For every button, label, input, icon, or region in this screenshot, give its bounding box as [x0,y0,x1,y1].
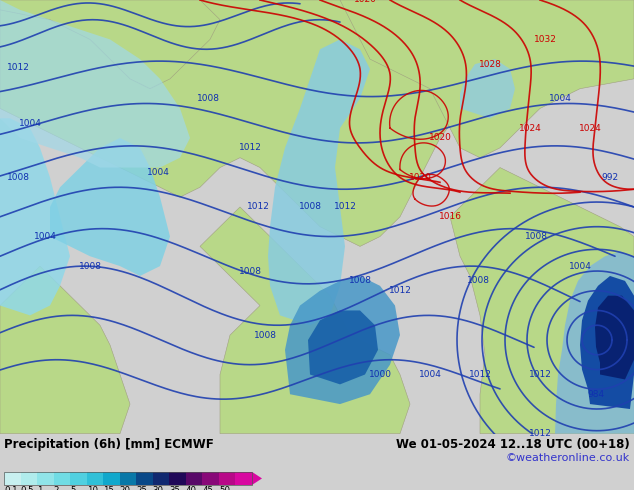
Text: 1012: 1012 [247,202,269,212]
Text: 1008: 1008 [299,202,321,212]
Polygon shape [50,138,170,276]
Text: 1012: 1012 [389,286,411,295]
Text: 0.5: 0.5 [20,486,34,490]
Text: 20: 20 [120,486,131,490]
Text: 50: 50 [219,486,230,490]
Polygon shape [200,207,410,434]
Text: 1008: 1008 [238,267,261,275]
Text: 1008: 1008 [6,173,30,182]
Text: 40: 40 [186,486,197,490]
Polygon shape [595,295,634,379]
Text: 1012: 1012 [529,370,552,379]
Text: 35: 35 [169,486,180,490]
Text: 1008: 1008 [524,232,548,241]
Bar [235,472,252,485]
Text: 10: 10 [87,486,98,490]
Polygon shape [308,311,378,384]
Text: 1008: 1008 [79,262,101,270]
Text: 1012: 1012 [238,144,261,152]
Polygon shape [580,276,634,409]
Text: 1020: 1020 [408,173,432,182]
Text: 1008: 1008 [197,94,219,103]
Text: 25: 25 [136,486,147,490]
Text: 1004: 1004 [548,94,571,103]
Polygon shape [340,0,634,158]
Text: 992: 992 [602,173,619,182]
Text: 1004: 1004 [569,262,592,270]
Polygon shape [0,118,70,316]
Bar [4,472,252,485]
Text: 15: 15 [103,486,114,490]
Bar [103,472,120,485]
Text: ©weatheronline.co.uk: ©weatheronline.co.uk [506,453,630,463]
Text: 984: 984 [588,390,605,399]
Text: 5: 5 [70,486,75,490]
Text: 1012: 1012 [6,63,29,72]
Text: 1004: 1004 [418,370,441,379]
Polygon shape [450,168,634,434]
Text: 1008: 1008 [467,276,489,285]
Text: 2: 2 [54,486,59,490]
Text: 1012: 1012 [333,202,356,212]
Text: 0.1: 0.1 [4,486,18,490]
Text: 45: 45 [202,486,214,490]
Bar [37,472,54,485]
Bar [169,472,186,485]
Bar [87,472,103,485]
Polygon shape [252,472,262,485]
Text: 30: 30 [153,486,164,490]
Text: 1008: 1008 [254,331,276,340]
Bar [70,472,87,485]
Text: 1032: 1032 [534,35,557,44]
Text: 1004: 1004 [18,119,41,128]
Text: 1028: 1028 [479,60,501,69]
Bar [120,472,136,485]
Bar [153,472,169,485]
Text: 1020: 1020 [429,133,451,143]
Text: 1004: 1004 [146,168,169,177]
Text: 1020: 1020 [354,0,377,4]
Bar [20,472,37,485]
Polygon shape [0,0,634,246]
Bar [186,472,202,485]
Bar [4,472,20,485]
Polygon shape [0,0,190,168]
Bar [202,472,219,485]
Polygon shape [285,276,400,404]
Text: 1016: 1016 [439,212,462,221]
Text: 1012: 1012 [469,370,491,379]
Text: Precipitation (6h) [mm] ECMWF: Precipitation (6h) [mm] ECMWF [4,438,214,451]
Text: We 01-05-2024 12..18 UTC (00+18): We 01-05-2024 12..18 UTC (00+18) [396,438,630,451]
Polygon shape [0,0,220,89]
Text: 1012: 1012 [529,429,552,438]
Polygon shape [460,59,515,118]
Text: 1004: 1004 [34,232,56,241]
Text: 1008: 1008 [349,276,372,285]
Text: 1024: 1024 [519,123,541,133]
Polygon shape [555,251,634,434]
Polygon shape [0,266,130,434]
Bar [219,472,235,485]
Polygon shape [268,39,370,325]
Text: 1: 1 [37,486,42,490]
Text: 1024: 1024 [579,123,602,133]
Bar [54,472,70,485]
Text: 1000: 1000 [368,370,392,379]
Bar [136,472,153,485]
